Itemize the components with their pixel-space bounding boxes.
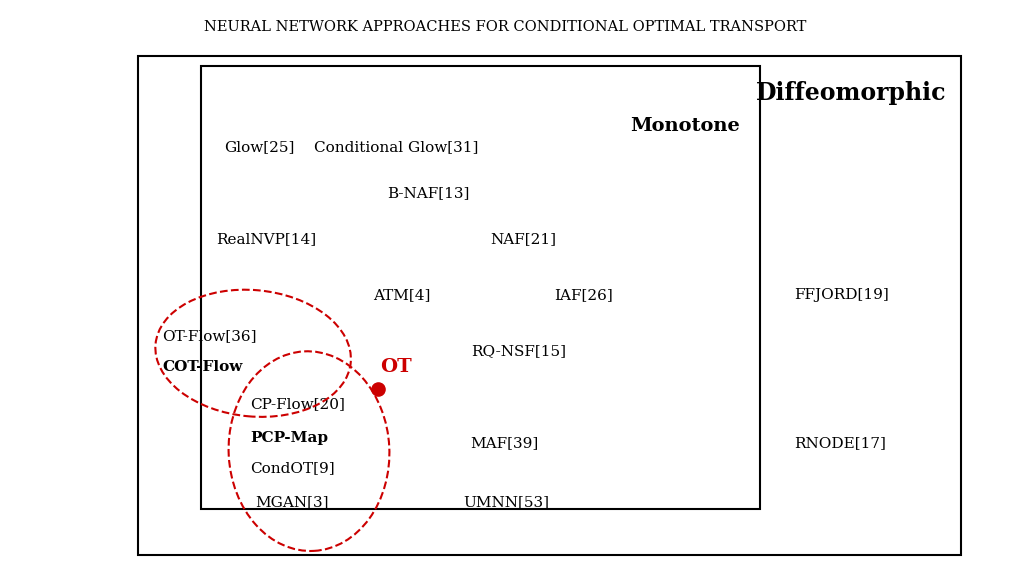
Text: B-NAF[13]: B-NAF[13] bbox=[388, 186, 470, 200]
Text: FFJORD[19]: FFJORD[19] bbox=[794, 288, 889, 302]
Text: UMNN[53]: UMNN[53] bbox=[463, 495, 548, 509]
Text: RQ-NSF[15]: RQ-NSF[15] bbox=[471, 344, 566, 358]
Text: MGAN[3]: MGAN[3] bbox=[256, 495, 328, 509]
Text: NEURAL NETWORK APPROACHES FOR CONDITIONAL OPTIMAL TRANSPORT: NEURAL NETWORK APPROACHES FOR CONDITIONA… bbox=[204, 20, 806, 34]
Text: OT: OT bbox=[381, 357, 412, 376]
Text: OT-Flow[36]: OT-Flow[36] bbox=[162, 329, 257, 343]
Text: PCP-Map: PCP-Map bbox=[250, 431, 328, 445]
Bar bbox=[201, 66, 760, 509]
Text: COT-Flow: COT-Flow bbox=[162, 360, 242, 373]
Text: NAF[21]: NAF[21] bbox=[490, 232, 557, 246]
Point bbox=[370, 384, 386, 393]
Text: Glow[25]: Glow[25] bbox=[224, 140, 294, 154]
Text: Conditional Glow[31]: Conditional Glow[31] bbox=[314, 140, 479, 154]
Text: MAF[39]: MAF[39] bbox=[471, 436, 539, 450]
Text: RealNVP[14]: RealNVP[14] bbox=[216, 232, 316, 246]
Text: Diffeomorphic: Diffeomorphic bbox=[755, 81, 946, 105]
Text: IAF[26]: IAF[26] bbox=[554, 288, 613, 302]
Text: RNODE[17]: RNODE[17] bbox=[794, 436, 886, 450]
Text: ATM[4]: ATM[4] bbox=[373, 288, 430, 302]
Text: CP-Flow[20]: CP-Flow[20] bbox=[250, 397, 345, 411]
Text: Monotone: Monotone bbox=[630, 117, 740, 135]
Text: CondOT[9]: CondOT[9] bbox=[250, 461, 335, 476]
Bar bbox=[137, 55, 961, 555]
